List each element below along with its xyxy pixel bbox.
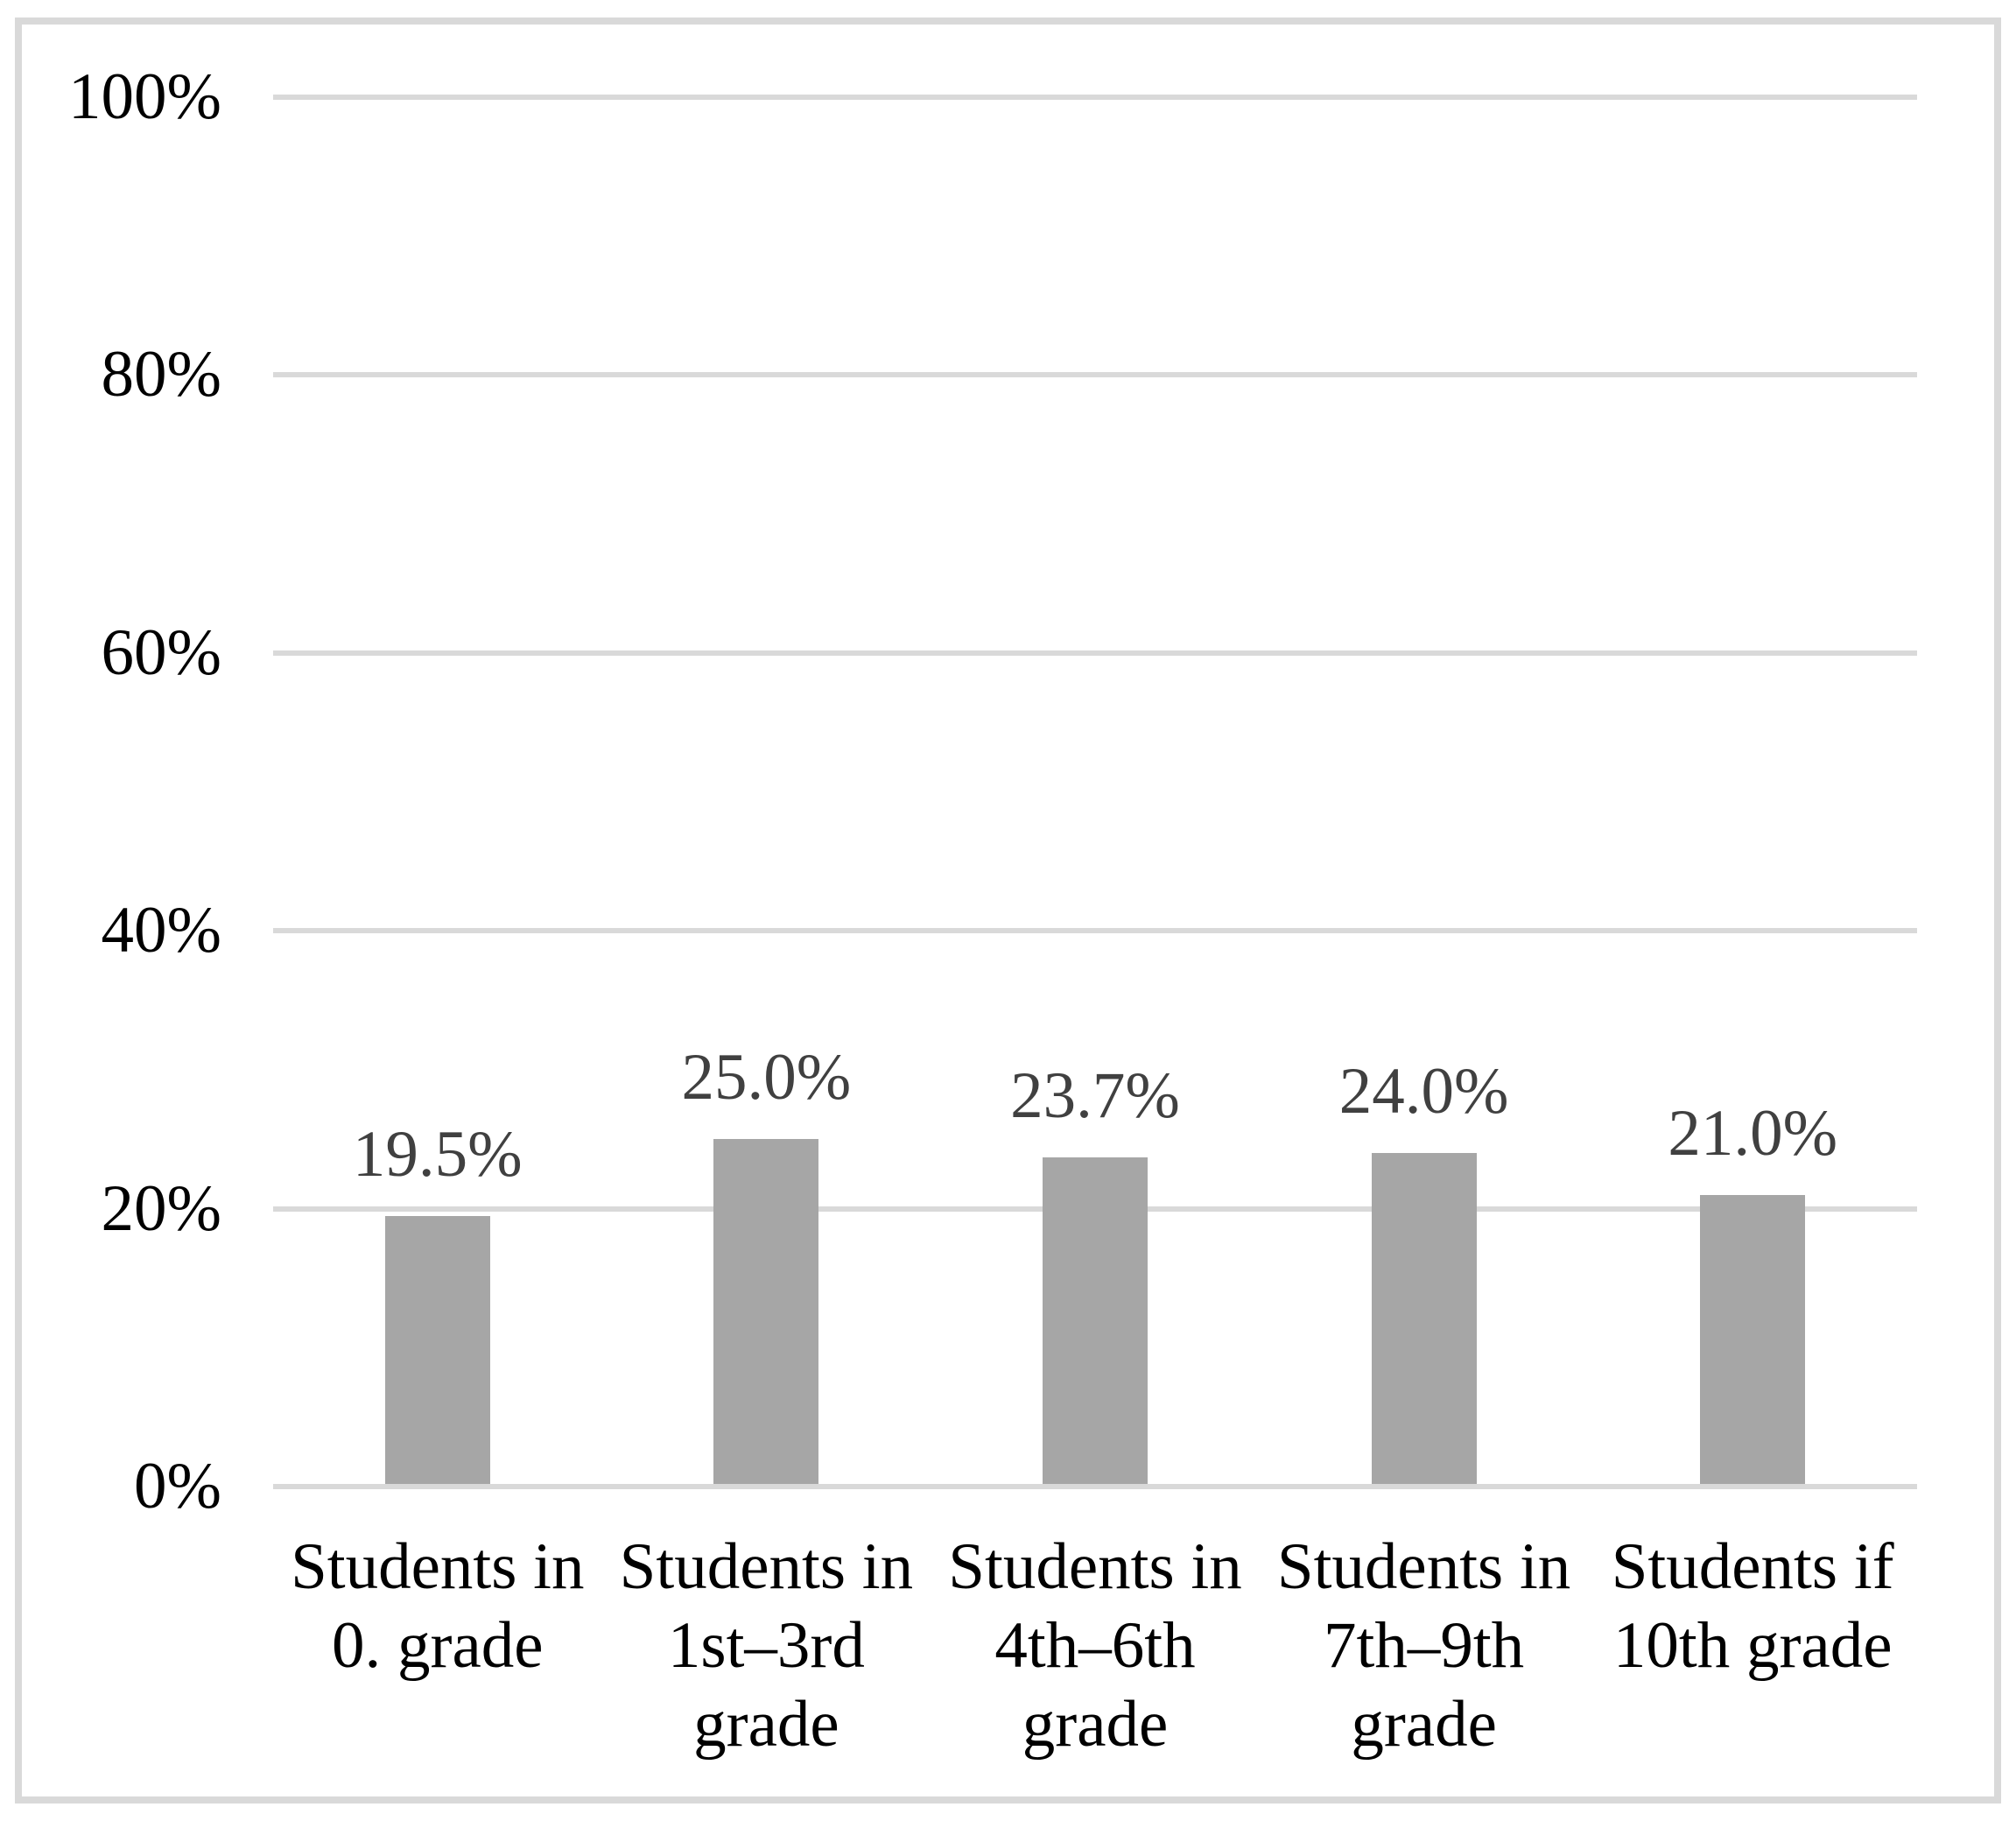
bar-value-label-3: 23.7% (1010, 1058, 1180, 1132)
bar-1 (384, 1215, 490, 1484)
x-category-label-5: Students if 10th grade (1611, 1530, 1894, 1682)
bar-value-label-1: 19.5% (352, 1117, 523, 1191)
bar-value-label-4: 24.0% (1338, 1055, 1509, 1128)
bar-2 (713, 1139, 819, 1484)
x-category-label-4: Students in 7th–9th grade (1276, 1530, 1571, 1761)
bar-5 (1700, 1194, 1806, 1484)
bar-value-label-2: 25.0% (681, 1041, 852, 1114)
y-tick-label-20%: 20% (101, 1171, 221, 1245)
y-gridline-100% (273, 95, 1917, 100)
x-category-label-2: Students in 1st–3rd grade (619, 1530, 914, 1761)
x-category-label-3: Students in 4th–6th grade (948, 1530, 1242, 1761)
y-tick-label-0%: 0% (134, 1450, 221, 1522)
y-gridline-0% (273, 1484, 1917, 1489)
y-gridline-80% (273, 372, 1917, 378)
x-category-label-1: Students in 0. grade (291, 1530, 585, 1682)
y-tick-label-80%: 80% (101, 338, 221, 411)
bar-3 (1043, 1157, 1148, 1484)
y-tick-label-100%: 100% (68, 60, 221, 133)
chart-frame-border (15, 18, 2001, 1803)
y-tick-label-60%: 60% (101, 615, 221, 689)
y-gridline-40% (273, 928, 1917, 934)
bar-4 (1371, 1153, 1477, 1484)
y-gridline-60% (273, 650, 1917, 656)
bar-value-label-5: 21.0% (1668, 1096, 1838, 1170)
y-tick-label-40%: 40% (101, 894, 221, 967)
